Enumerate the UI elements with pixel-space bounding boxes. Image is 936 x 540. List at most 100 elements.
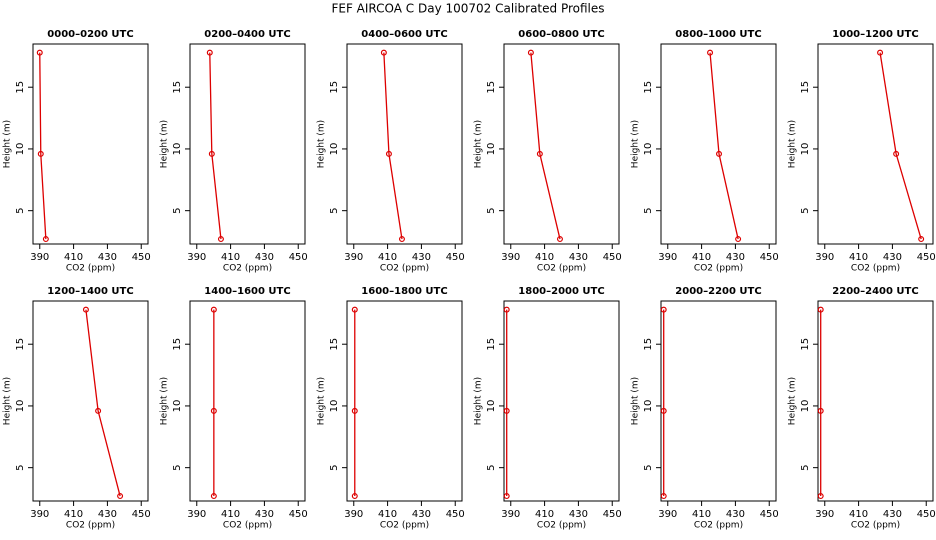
x-tick-label: 450 xyxy=(132,509,151,520)
panel-title: 1000–1200 UTC xyxy=(832,29,918,40)
y-tick-label: 10 xyxy=(15,400,26,413)
x-tick-label: 390 xyxy=(344,509,363,520)
profile-point xyxy=(716,150,723,157)
plot-frame xyxy=(346,43,463,245)
x-axis-label: CO2 (ppm) xyxy=(694,264,743,274)
plot-frame xyxy=(189,43,306,245)
profile-point xyxy=(556,236,563,243)
y-tick-label: 15 xyxy=(172,338,183,351)
x-tick-label: 450 xyxy=(289,252,308,263)
profile-point xyxy=(660,306,667,313)
profile-line xyxy=(39,52,47,240)
x-tick-label: 390 xyxy=(501,509,520,520)
profile-point xyxy=(398,236,405,243)
y-tick-label: 15 xyxy=(329,81,340,94)
y-tick-label: 5 xyxy=(15,464,26,470)
panel-title: 0000–0200 UTC xyxy=(47,29,133,40)
profile-point xyxy=(817,407,824,414)
panel-title: 2200–2400 UTC xyxy=(832,286,918,297)
profile-point xyxy=(208,150,215,157)
x-tick-label: 410 xyxy=(535,509,554,520)
y-axis-label: Height (m) xyxy=(317,377,327,425)
profile-point xyxy=(527,49,534,56)
x-axis-label: CO2 (ppm) xyxy=(537,264,586,274)
x-tick-label: 390 xyxy=(815,252,834,263)
y-tick-label: 15 xyxy=(486,338,497,351)
x-tick-label: 430 xyxy=(883,509,902,520)
panel-title: 2000–2200 UTC xyxy=(675,286,761,297)
profile-point xyxy=(210,493,217,500)
panel-title: 0200–0400 UTC xyxy=(204,29,290,40)
plot-frame xyxy=(660,300,777,502)
y-tick-label: 5 xyxy=(643,207,654,213)
profile-point xyxy=(536,150,543,157)
y-axis-label: Height (m) xyxy=(317,120,327,168)
y-tick-label: 15 xyxy=(486,81,497,94)
profile-point xyxy=(37,150,44,157)
profile-point xyxy=(707,49,714,56)
x-tick-label: 450 xyxy=(760,509,779,520)
y-tick-label: 10 xyxy=(643,143,654,156)
y-tick-label: 10 xyxy=(15,143,26,156)
x-tick-label: 430 xyxy=(569,252,588,263)
plot-frame xyxy=(817,300,934,502)
profile-point xyxy=(351,493,358,500)
y-tick-label: 10 xyxy=(800,143,811,156)
plot-frame xyxy=(503,300,620,502)
y-tick-label: 10 xyxy=(643,400,654,413)
x-tick-label: 450 xyxy=(760,252,779,263)
y-tick-label: 15 xyxy=(643,81,654,94)
x-tick-label: 390 xyxy=(815,509,834,520)
y-axis-label: Height (m) xyxy=(474,120,484,168)
y-tick-label: 10 xyxy=(172,143,183,156)
x-tick-label: 430 xyxy=(726,252,745,263)
y-tick-label: 10 xyxy=(329,143,340,156)
panel-title: 1400–1600 UTC xyxy=(204,286,290,297)
profile-point xyxy=(95,407,102,414)
y-tick-label: 15 xyxy=(800,338,811,351)
y-tick-label: 15 xyxy=(15,338,26,351)
x-axis-label: CO2 (ppm) xyxy=(66,521,115,531)
y-axis-label: Height (m) xyxy=(474,377,484,425)
x-tick-label: 390 xyxy=(658,509,677,520)
profile-point xyxy=(660,493,667,500)
x-tick-label: 450 xyxy=(603,509,622,520)
plot-frame xyxy=(817,43,934,245)
profile-line xyxy=(530,52,561,240)
y-tick-label: 15 xyxy=(643,338,654,351)
x-tick-label: 410 xyxy=(849,509,868,520)
x-tick-label: 450 xyxy=(132,252,151,263)
x-tick-label: 430 xyxy=(255,509,274,520)
panel-title: 0400–0600 UTC xyxy=(361,29,447,40)
x-tick-label: 430 xyxy=(412,252,431,263)
profile-point xyxy=(918,236,925,243)
panel-title: 1600–1800 UTC xyxy=(361,286,447,297)
profile-point xyxy=(36,49,43,56)
x-tick-label: 410 xyxy=(378,252,397,263)
y-tick-label: 5 xyxy=(329,207,340,213)
profile-point xyxy=(660,407,667,414)
y-tick-label: 15 xyxy=(172,81,183,94)
profile-point xyxy=(117,493,124,500)
x-tick-label: 390 xyxy=(187,509,206,520)
y-axis-label: Height (m) xyxy=(631,377,641,425)
y-tick-label: 5 xyxy=(800,207,811,213)
x-tick-label: 410 xyxy=(692,509,711,520)
x-tick-label: 410 xyxy=(378,509,397,520)
y-tick-label: 15 xyxy=(329,338,340,351)
plot-frame xyxy=(189,300,306,502)
x-tick-label: 410 xyxy=(692,252,711,263)
profile-line xyxy=(383,52,403,240)
profile-point xyxy=(735,236,742,243)
x-tick-label: 450 xyxy=(917,509,936,520)
y-tick-label: 5 xyxy=(172,464,183,470)
profile-point xyxy=(503,493,510,500)
y-tick-label: 10 xyxy=(486,400,497,413)
x-tick-label: 430 xyxy=(412,509,431,520)
profile-point xyxy=(42,236,49,243)
y-tick-label: 10 xyxy=(329,400,340,413)
x-axis-label: CO2 (ppm) xyxy=(851,521,900,531)
profile-line xyxy=(709,52,739,240)
x-axis-label: CO2 (ppm) xyxy=(223,521,272,531)
x-tick-label: 410 xyxy=(64,509,83,520)
